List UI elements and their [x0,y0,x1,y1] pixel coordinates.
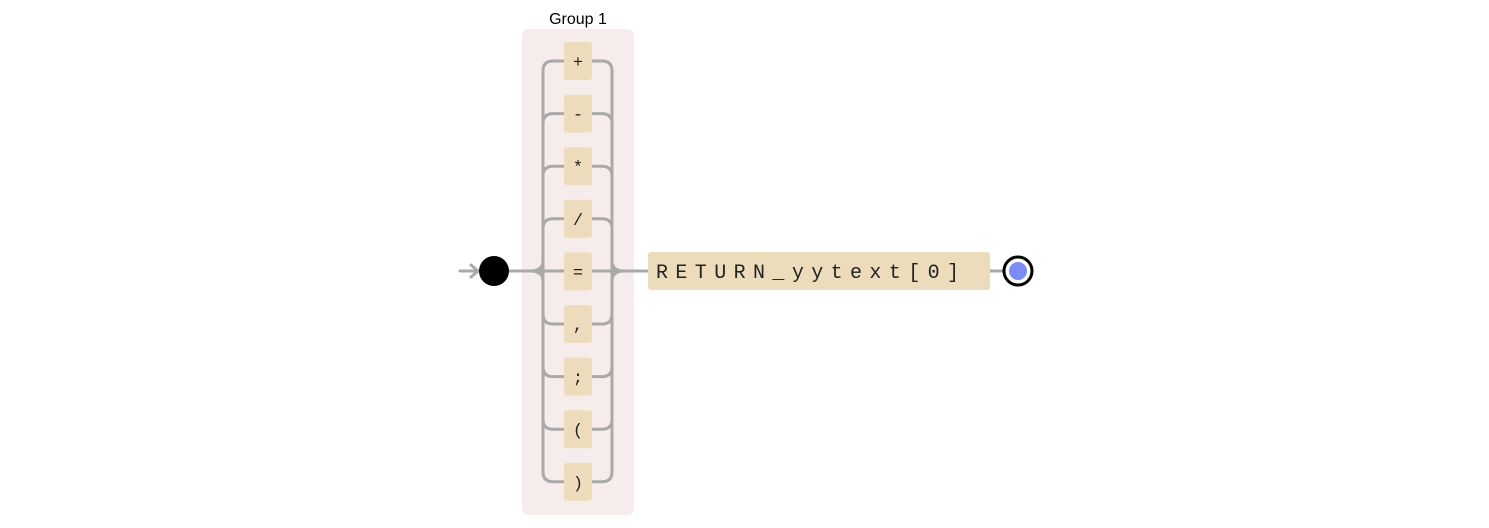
alternative-label: * [573,159,583,178]
alternatives: + - * / =,; () [564,42,592,501]
arrow-right-icon [469,263,480,279]
alternative-label: ) [573,475,583,494]
alternative-label: + [573,54,583,73]
alternative-box [564,42,592,80]
alternative-label: ( [573,422,583,441]
alternative-label: - [573,107,583,126]
alternative-label: ; [573,370,583,389]
alternative-box [564,357,592,396]
right-junction [610,259,626,283]
start-node-icon [479,256,509,286]
alternative-label: / [573,212,583,231]
alternative-box [564,199,592,238]
group-label: Group 1 [549,11,607,28]
alternative-box [564,94,592,133]
token-box [648,252,990,290]
end-node-fill [1009,262,1027,280]
alternative-box [564,305,592,343]
alternative-box [564,147,592,186]
alternative-label: , [573,317,583,336]
alternative-box [564,252,592,291]
alternative-label: = [573,264,583,283]
token-text: RETURN_yytext[0] [656,262,966,285]
alternative-box [564,462,592,501]
left-junction [528,259,545,283]
alternative-box [564,410,592,449]
